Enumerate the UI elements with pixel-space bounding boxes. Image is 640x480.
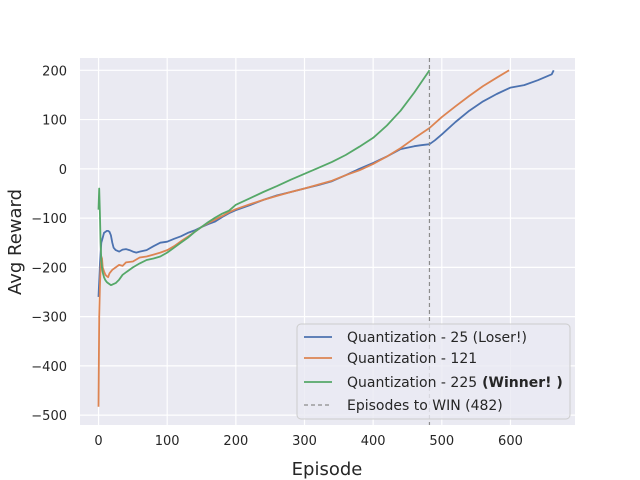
- series-line-1: [97, 69, 555, 297]
- legend-label-series-3-bold: (Winner! ): [482, 375, 563, 391]
- legend-label-series-3-name: Quantization - 225: [347, 375, 477, 391]
- x-tick-label: 200: [223, 434, 248, 449]
- x-tick-label: 100: [155, 434, 180, 449]
- series-layer: [97, 69, 555, 407]
- x-tick-label: 600: [498, 434, 523, 449]
- y-tick-label: −300: [31, 311, 67, 326]
- x-tick-label: 0: [94, 434, 102, 449]
- y-tick-label: −400: [31, 360, 67, 375]
- legend-label-series-2: Quantization - 121: [347, 351, 477, 367]
- y-tick-label: −200: [31, 261, 67, 276]
- legend-box: [296, 323, 571, 420]
- y-tick-label: 0: [59, 163, 67, 178]
- y-tick-labels: 200 100 0 −100 −200 −300 −400 −500: [31, 64, 67, 424]
- legend-label-series-1: Quantization - 25 (Loser!): [347, 330, 527, 346]
- y-tick-label: −100: [31, 212, 67, 227]
- legend-label-series-3: Quantization - 225 (Winner! ): [347, 375, 563, 391]
- x-tick-labels: 0 100 200 300 400 500 600: [94, 434, 522, 449]
- legend: Quantization - 25 (Loser!) Quantization …: [296, 323, 571, 420]
- y-tick-label: −500: [31, 409, 67, 424]
- y-axis-title: Avg Reward: [5, 189, 26, 295]
- x-tick-label: 300: [292, 434, 317, 449]
- x-tick-label: 500: [429, 434, 454, 449]
- legend-label-win-marker: Episodes to WIN (482): [347, 398, 503, 414]
- x-tick-label: 400: [361, 434, 386, 449]
- y-tick-label: 200: [42, 64, 67, 79]
- series-line-3: [97, 69, 431, 287]
- x-axis-title: Episode: [292, 459, 363, 480]
- y-tick-label: 100: [42, 114, 67, 129]
